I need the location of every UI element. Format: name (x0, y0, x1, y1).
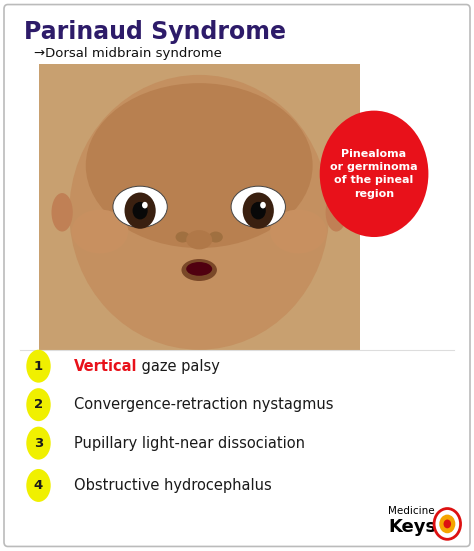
Text: Convergence-retraction nystagmus: Convergence-retraction nystagmus (74, 397, 333, 412)
Ellipse shape (26, 469, 51, 502)
Text: Parinaud Syndrome: Parinaud Syndrome (24, 20, 286, 44)
Ellipse shape (186, 230, 212, 250)
Circle shape (439, 515, 456, 533)
Ellipse shape (86, 83, 313, 248)
Ellipse shape (72, 209, 128, 253)
Ellipse shape (52, 193, 73, 231)
Text: Obstructive hydrocephalus: Obstructive hydrocephalus (74, 478, 272, 493)
Text: Vertical: Vertical (74, 359, 137, 374)
Circle shape (243, 192, 274, 229)
Circle shape (434, 509, 461, 539)
Text: 3: 3 (34, 436, 43, 450)
Text: 4: 4 (34, 479, 43, 492)
Text: Pinealoma
or germinoma
of the pineal
region: Pinealoma or germinoma of the pineal reg… (330, 149, 418, 198)
Ellipse shape (69, 75, 329, 350)
FancyBboxPatch shape (38, 64, 360, 350)
Ellipse shape (182, 259, 217, 281)
FancyBboxPatch shape (4, 4, 470, 547)
Text: gaze palsy: gaze palsy (137, 359, 220, 374)
Ellipse shape (231, 186, 285, 228)
Circle shape (133, 202, 148, 219)
Text: Medicine: Medicine (388, 506, 435, 516)
Ellipse shape (26, 426, 51, 460)
Text: 2: 2 (34, 398, 43, 411)
Text: Pupillary light-near dissociation: Pupillary light-near dissociation (74, 436, 305, 451)
Circle shape (444, 520, 451, 528)
Ellipse shape (26, 350, 51, 383)
Ellipse shape (175, 231, 190, 242)
Ellipse shape (26, 388, 51, 421)
Ellipse shape (209, 231, 223, 242)
Ellipse shape (113, 186, 167, 228)
Circle shape (125, 192, 156, 229)
Ellipse shape (186, 262, 212, 276)
Circle shape (142, 202, 148, 208)
Text: →Dorsal midbrain syndrome: →Dorsal midbrain syndrome (34, 47, 222, 61)
Ellipse shape (326, 193, 347, 231)
Ellipse shape (270, 209, 327, 253)
Text: Keys: Keys (388, 518, 437, 536)
Circle shape (251, 202, 266, 219)
Ellipse shape (152, 278, 246, 322)
Circle shape (319, 111, 428, 237)
Circle shape (260, 202, 266, 208)
Text: 1: 1 (34, 360, 43, 372)
